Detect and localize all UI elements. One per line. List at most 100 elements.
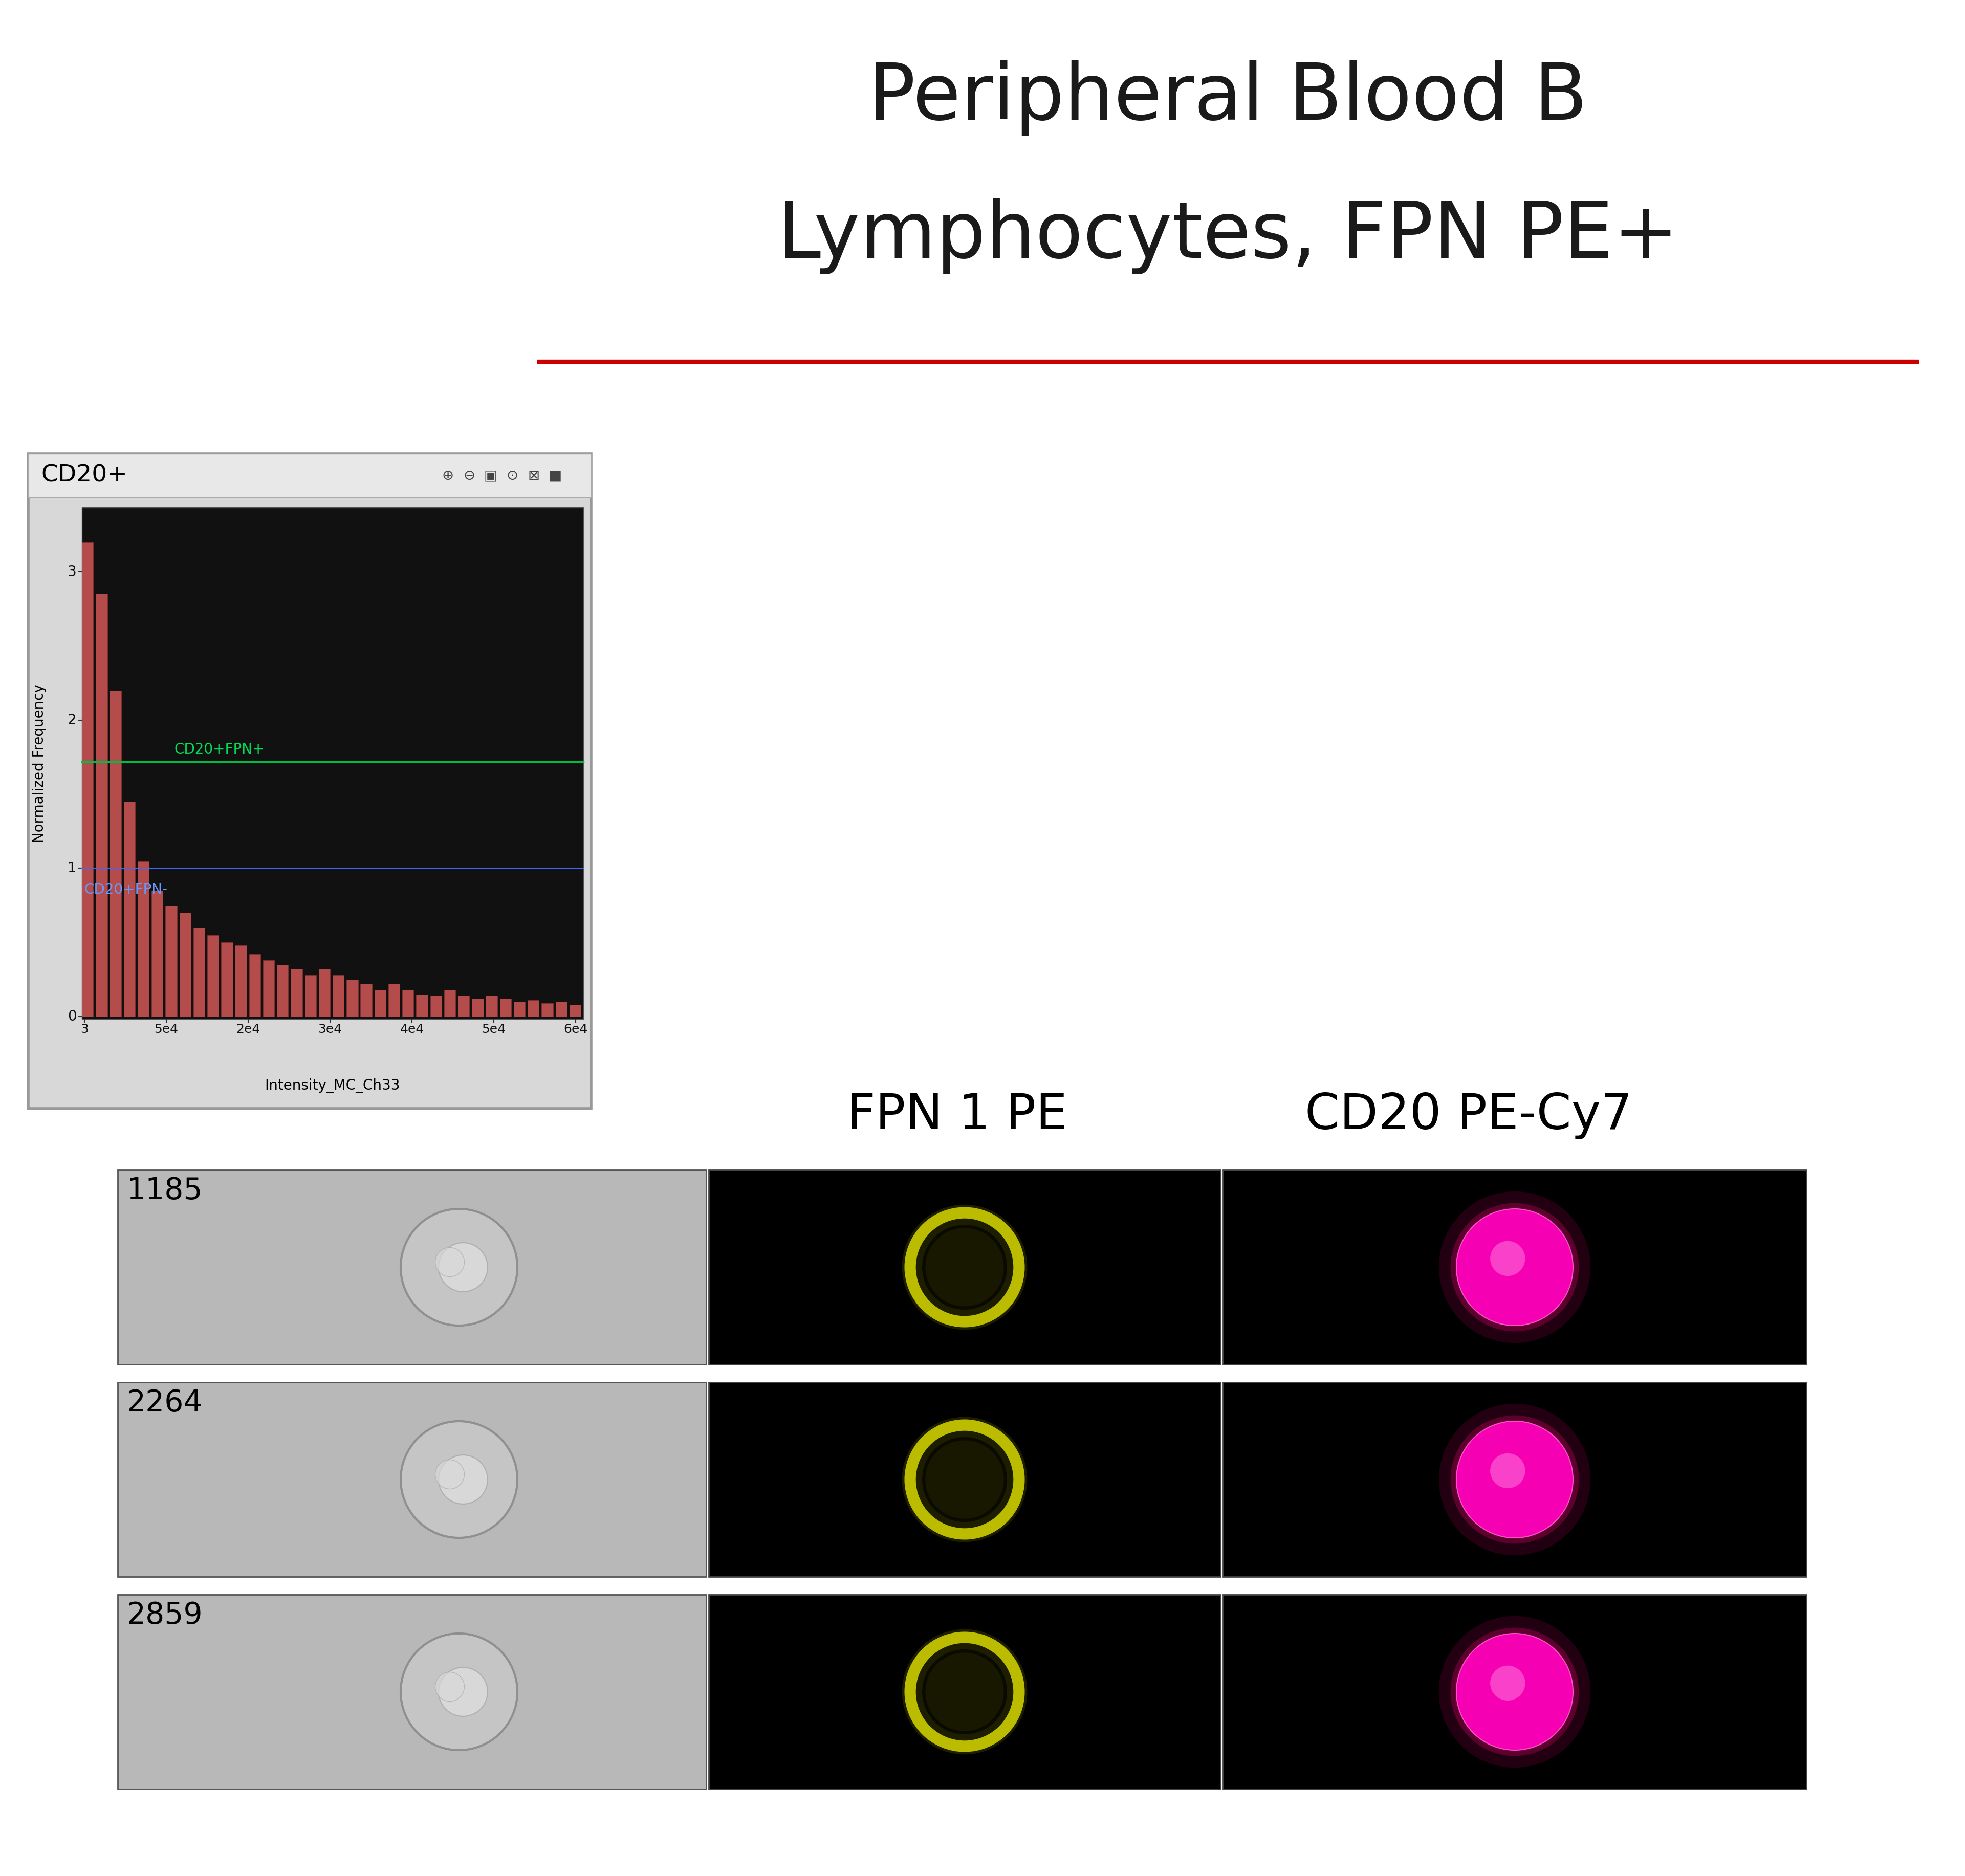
Bar xyxy=(499,998,511,1017)
Text: 6e4: 6e4 xyxy=(564,1022,588,1036)
Bar xyxy=(250,955,261,1017)
Bar xyxy=(124,801,136,1017)
Text: 2859: 2859 xyxy=(128,1600,202,1630)
Bar xyxy=(513,1002,525,1017)
Bar xyxy=(485,996,497,1017)
Bar xyxy=(28,454,591,1109)
Circle shape xyxy=(434,1248,464,1278)
Bar xyxy=(1222,1383,1806,1576)
Bar xyxy=(291,970,303,1017)
Text: 3: 3 xyxy=(81,1022,88,1036)
Bar xyxy=(1222,1171,1806,1364)
Circle shape xyxy=(1450,1628,1578,1756)
Bar xyxy=(375,991,385,1017)
Text: ⊕: ⊕ xyxy=(442,469,454,482)
Bar xyxy=(570,1006,582,1017)
Bar xyxy=(165,906,177,1017)
Circle shape xyxy=(926,1441,1004,1520)
Bar xyxy=(263,961,275,1017)
Text: 4e4: 4e4 xyxy=(399,1022,424,1036)
Circle shape xyxy=(1456,1634,1574,1750)
Bar xyxy=(542,1004,552,1017)
Text: 3: 3 xyxy=(67,565,77,580)
Bar xyxy=(206,934,218,1017)
Text: 2e4: 2e4 xyxy=(236,1022,259,1036)
Bar xyxy=(430,996,442,1017)
Bar xyxy=(360,983,371,1017)
Circle shape xyxy=(438,1668,487,1717)
Bar xyxy=(1222,1595,1806,1790)
Bar xyxy=(709,1171,1220,1364)
Bar xyxy=(556,1002,568,1017)
Text: ⊠: ⊠ xyxy=(529,469,540,482)
Circle shape xyxy=(1438,1615,1590,1767)
Circle shape xyxy=(401,1208,517,1326)
Bar xyxy=(110,690,122,1017)
Text: 1185: 1185 xyxy=(128,1176,202,1204)
Text: Normalized Frequency: Normalized Frequency xyxy=(31,685,47,842)
Text: Lymphocytes, FPN PE+: Lymphocytes, FPN PE+ xyxy=(778,199,1678,274)
Text: 1: 1 xyxy=(67,861,77,876)
Text: ■: ■ xyxy=(548,469,562,482)
Bar xyxy=(179,914,191,1017)
Bar xyxy=(236,946,246,1017)
Bar xyxy=(83,542,92,1017)
Text: FPN 1 PE: FPN 1 PE xyxy=(847,1092,1067,1139)
Circle shape xyxy=(1456,1208,1574,1326)
Circle shape xyxy=(438,1242,487,1293)
Bar xyxy=(138,861,149,1017)
Text: 2: 2 xyxy=(67,713,77,728)
Bar xyxy=(277,964,289,1017)
Bar xyxy=(458,996,470,1017)
Circle shape xyxy=(401,1422,517,1538)
Circle shape xyxy=(922,1225,1006,1309)
Circle shape xyxy=(902,1628,1028,1754)
Text: CD20 PE-Cy7: CD20 PE-Cy7 xyxy=(1305,1092,1633,1139)
Circle shape xyxy=(1438,1403,1590,1555)
Circle shape xyxy=(926,1229,1004,1306)
Circle shape xyxy=(922,1437,1006,1521)
Bar xyxy=(96,595,108,1017)
Text: CD20+FPN-: CD20+FPN- xyxy=(84,882,167,897)
Bar xyxy=(151,891,163,1017)
Text: 0: 0 xyxy=(67,1009,77,1024)
Circle shape xyxy=(1456,1422,1574,1538)
Text: ⊖: ⊖ xyxy=(464,469,476,482)
Circle shape xyxy=(1489,1240,1525,1276)
Text: Peripheral Blood B: Peripheral Blood B xyxy=(869,60,1588,137)
Circle shape xyxy=(922,1649,1006,1733)
Circle shape xyxy=(434,1460,464,1490)
Bar xyxy=(332,976,344,1017)
Text: 2264: 2264 xyxy=(128,1388,202,1418)
Bar xyxy=(709,1595,1220,1790)
Bar xyxy=(83,508,584,1019)
Bar xyxy=(529,1000,538,1017)
Circle shape xyxy=(926,1653,1004,1732)
Circle shape xyxy=(434,1672,464,1702)
Circle shape xyxy=(902,1204,1028,1330)
Circle shape xyxy=(1450,1415,1578,1544)
Bar xyxy=(472,998,483,1017)
Circle shape xyxy=(1489,1454,1525,1488)
Bar xyxy=(389,983,399,1017)
Bar xyxy=(118,1171,705,1364)
Text: 5e4: 5e4 xyxy=(481,1022,505,1036)
Circle shape xyxy=(1489,1666,1525,1700)
Text: Intensity_MC_Ch33: Intensity_MC_Ch33 xyxy=(265,1079,401,1094)
Bar xyxy=(444,991,456,1017)
Circle shape xyxy=(902,1416,1028,1542)
Text: ▣: ▣ xyxy=(483,469,497,482)
Text: 3e4: 3e4 xyxy=(318,1022,342,1036)
Circle shape xyxy=(438,1456,487,1505)
Text: ⊙: ⊙ xyxy=(507,469,519,482)
Bar xyxy=(709,1383,1220,1576)
Bar xyxy=(305,976,316,1017)
Bar xyxy=(346,979,358,1017)
Bar xyxy=(318,970,330,1017)
Bar xyxy=(118,1595,705,1790)
Bar xyxy=(222,942,232,1017)
Text: CD20+FPN+: CD20+FPN+ xyxy=(175,743,263,756)
Bar xyxy=(417,994,428,1017)
Circle shape xyxy=(401,1634,517,1750)
Bar xyxy=(193,927,204,1017)
